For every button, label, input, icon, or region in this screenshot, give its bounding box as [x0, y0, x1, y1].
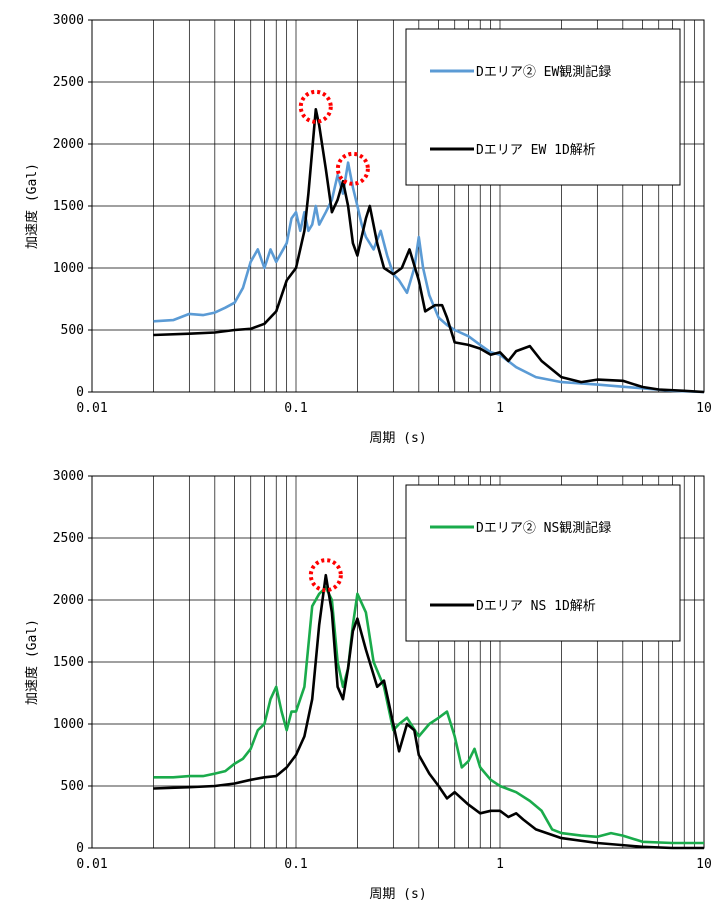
y-tick-label: 500: [61, 779, 84, 794]
x-tick-label: 0.01: [76, 401, 107, 416]
y-axis-title: 加速度 (Gal): [24, 619, 40, 705]
peak-highlight-circle: [298, 89, 333, 124]
series-line-1: [153, 161, 705, 394]
y-tick-label: 3000: [53, 469, 84, 484]
peak-highlight-circle: [335, 151, 370, 186]
y-tick-label: 1500: [53, 655, 84, 670]
x-axis-title: 周期 (s): [369, 431, 426, 446]
x-axis-title: 周期 (s): [369, 887, 426, 902]
legend: Dエリア② EW観測記録 Dエリア EW 1D解析: [405, 28, 681, 186]
y-tick-label: 0: [76, 385, 84, 400]
chart-panel-1: 0 500 1000 1500 2000 2500 3000 0.01 0.1 1 10 周期 (s)…: [24, 13, 712, 446]
y-tick-label: 500: [61, 323, 84, 338]
legend-box: [405, 28, 681, 186]
legend-label: Dエリア EW 1D解析: [476, 143, 596, 158]
chart-panel-2: 0 500 1000 1500 2000 2500 3000 0.01 0.1 1 10 周期 (s)…: [24, 469, 712, 902]
legend-label: Dエリア NS 1D解析: [476, 599, 596, 614]
x-tick-label: 0.01: [76, 857, 107, 872]
y-tick-label: 3000: [53, 13, 84, 28]
y-tick-label: 0: [76, 841, 84, 856]
y-axis-title: 加速度 (Gal): [24, 163, 40, 249]
x-tick-label: 0.1: [284, 401, 307, 416]
x-tick-label: 10: [696, 857, 712, 872]
legend: Dエリア② NS観測記録 Dエリア NS 1D解析: [405, 484, 681, 642]
y-tick-label: 1500: [53, 199, 84, 214]
y-tick-label: 2500: [53, 531, 84, 546]
legend-label: Dエリア② EW観測記録: [476, 64, 611, 80]
y-tick-label: 2500: [53, 75, 84, 90]
series-line-2: [153, 108, 705, 394]
y-tick-label: 1000: [53, 261, 84, 276]
y-tick-label: 2000: [53, 137, 84, 152]
y-tick-label: 1000: [53, 717, 84, 732]
peak-highlight-circle: [308, 558, 343, 593]
y-tick-label: 2000: [53, 593, 84, 608]
series-line-2: [153, 573, 704, 850]
x-tick-label: 10: [696, 401, 712, 416]
x-tick-label: 0.1: [284, 857, 307, 872]
legend-label: Dエリア② NS観測記録: [476, 520, 611, 536]
legend-box: [405, 484, 681, 642]
x-tick-label: 1: [496, 857, 504, 872]
x-tick-label: 1: [496, 401, 504, 416]
series-line-1: [153, 586, 704, 845]
